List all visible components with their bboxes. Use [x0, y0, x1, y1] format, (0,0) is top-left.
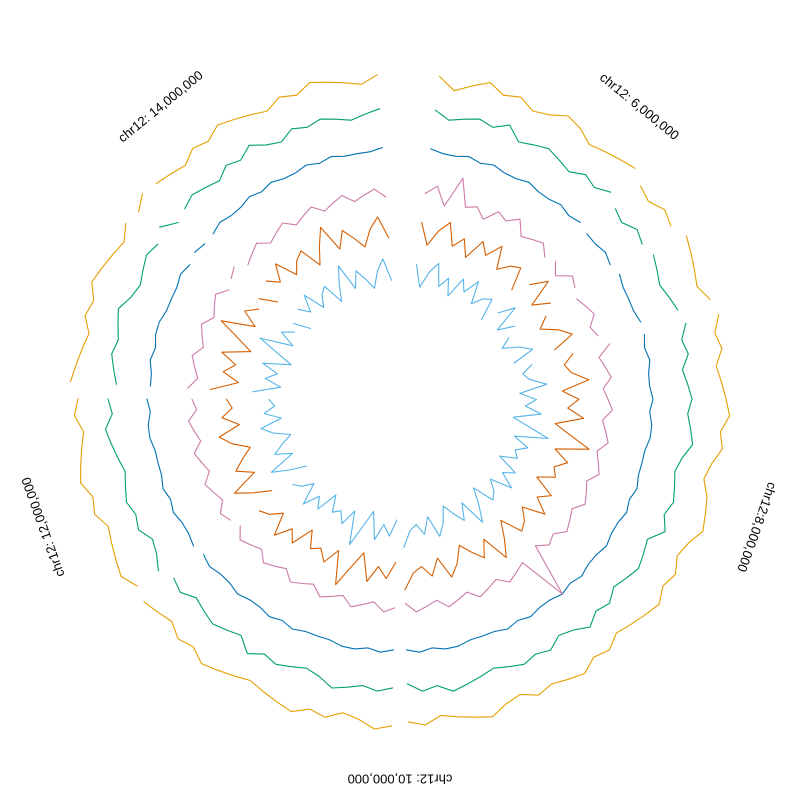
track-3-segment-10 [212, 147, 383, 235]
track-2-segment-9 [159, 221, 179, 228]
track-2-segment-10 [184, 108, 381, 210]
track-3-segment-2 [430, 148, 581, 223]
track-1-segment-2 [438, 75, 636, 169]
track-4-segment-5 [404, 343, 613, 613]
track-6-segment-7 [260, 398, 308, 473]
position-label: chr12: 6,000,000 [597, 70, 682, 143]
track-1-segment-3 [640, 185, 672, 227]
track-3-segment-8 [149, 264, 191, 387]
track-3-segment-7 [146, 398, 195, 547]
track-3-segment-6 [203, 554, 395, 653]
track-4-segment-7 [187, 398, 231, 521]
track-4-segment-10 [247, 188, 387, 266]
track-5-segment-5 [404, 353, 590, 591]
track-1-segment-6 [143, 601, 393, 730]
track-3-segment-3 [586, 233, 611, 266]
tracks-layer [69, 74, 731, 730]
track-6-segment-6 [292, 483, 398, 546]
position-label: chr12: 10,000,000 [348, 772, 453, 787]
track-5-segment-10 [265, 216, 390, 283]
track-6-segment-3 [496, 307, 516, 331]
track-2-segment-6 [173, 577, 394, 692]
track-1-segment-4 [685, 235, 711, 300]
track-2-segment-5 [406, 322, 694, 692]
track-3-segment-9 [194, 243, 206, 253]
position-label: chr12: 14,000,000 [115, 67, 206, 145]
track-3-segment-5 [405, 333, 654, 653]
track-6-segment-2 [415, 262, 493, 321]
track-4-segment-3 [554, 261, 576, 289]
track-4-segment-9 [230, 266, 235, 280]
track-2-segment-4 [652, 254, 679, 311]
track-6-segment-9 [293, 322, 312, 330]
track-6-segment-10 [297, 258, 393, 313]
track-4-segment-6 [239, 525, 396, 613]
track-6-segment-4 [501, 337, 534, 364]
position-labels: chr12: 6,000,000 chr12:8,000,000 chr12: 10… [18, 67, 780, 786]
track-1-segment-7 [73, 398, 138, 587]
track-6-segment-5 [403, 364, 549, 549]
track-3-segment-4 [618, 273, 642, 323]
track-5-segment-3 [529, 280, 552, 306]
track-2-segment-3 [614, 208, 643, 245]
track-4-segment-8 [187, 289, 230, 389]
track-4-segment-4 [576, 298, 599, 337]
track-2-segment-7 [104, 398, 159, 572]
position-label: chr12: 12,000,000 [18, 475, 67, 579]
track-1-segment-5 [407, 313, 731, 726]
track-5-segment-2 [421, 221, 522, 291]
track-4-segment-2 [424, 177, 546, 258]
position-label: chr12:8,000,000 [734, 480, 780, 574]
track-5-segment-6 [258, 510, 397, 586]
track-2-segment-2 [434, 109, 612, 193]
track-1-segment-8 [69, 223, 127, 383]
track-5-segment-4 [539, 315, 573, 351]
track-6-segment-8 [252, 331, 296, 393]
track-1-segment-9 [138, 193, 143, 213]
track-1-segment-10 [155, 74, 378, 184]
track-5-segment-9 [258, 298, 278, 303]
track-2-segment-8 [111, 243, 159, 385]
track-5-segment-7 [218, 398, 273, 494]
track-5-segment-8 [209, 308, 260, 391]
